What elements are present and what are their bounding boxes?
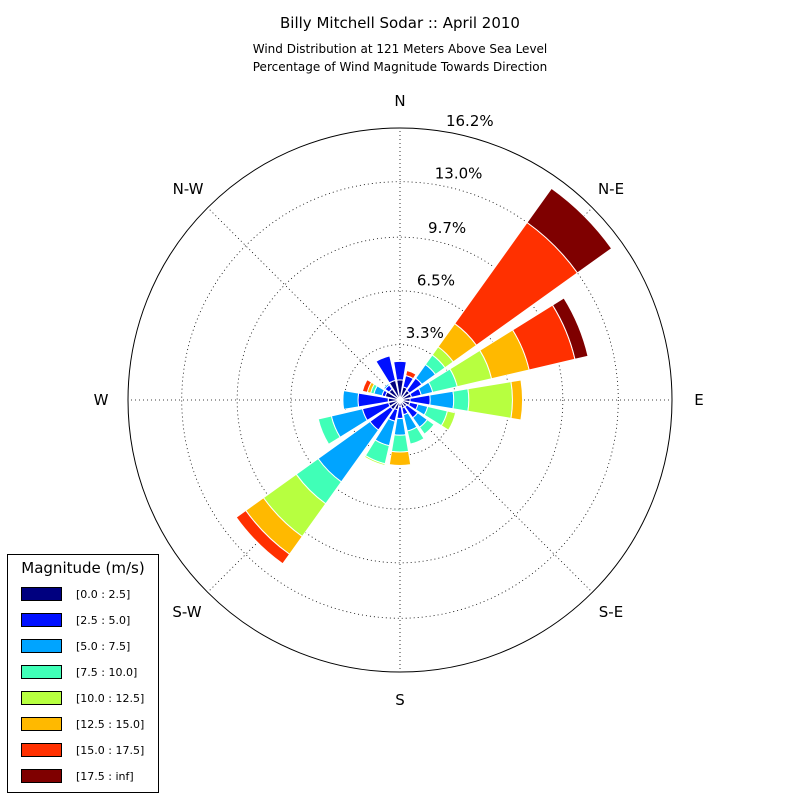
wedge-segment bbox=[418, 418, 435, 435]
grid-circle bbox=[236, 236, 564, 564]
legend-swatch bbox=[21, 613, 62, 627]
wedge-segment bbox=[429, 390, 455, 410]
legend-swatch bbox=[21, 665, 62, 679]
chart-subtitle-line-2: Percentage of Wind Magnitude Towards Dir… bbox=[253, 60, 547, 74]
wedge-segment bbox=[406, 426, 425, 445]
wedge-segment bbox=[363, 454, 386, 467]
legend-entry-label: [2.5 : 5.0] bbox=[76, 614, 130, 627]
chart-title: Billy Mitchell Sodar :: April 2010 bbox=[280, 14, 520, 32]
direction-label: S bbox=[395, 691, 405, 709]
radial-tick-label: 3.3% bbox=[406, 324, 444, 342]
wedge-segment bbox=[452, 388, 470, 412]
wedge-segment bbox=[390, 434, 410, 453]
wedge-segment bbox=[440, 410, 457, 431]
grid-circle bbox=[127, 127, 673, 673]
wedge-segment bbox=[388, 450, 412, 466]
wedge-segment bbox=[317, 415, 341, 446]
wedge-segment bbox=[342, 390, 360, 410]
wedge-segment bbox=[551, 297, 589, 360]
legend-entry-label: [7.5 : 10.0] bbox=[76, 666, 137, 679]
legend-entry-label: [12.5 : 15.0] bbox=[76, 718, 144, 731]
radial-tick-label: 6.5% bbox=[417, 271, 455, 289]
direction-label: S-W bbox=[172, 603, 201, 621]
legend: Magnitude (m/s) [0.0 : 2.5] [2.5 : 5.0] [5.… bbox=[7, 554, 159, 793]
polar-plot-area: 3.3% 6.5% 9.7% 13.0% 16.2% N N-E E S-E S S-W W N-W bbox=[94, 92, 704, 709]
wedge-segment bbox=[235, 509, 291, 565]
wedge-segment bbox=[375, 355, 397, 384]
legend-swatch bbox=[21, 717, 62, 731]
radial-tick-label: 16.2% bbox=[446, 112, 494, 130]
chart-subtitle-line-1: Wind Distribution at 121 Meters Above Se… bbox=[253, 42, 548, 56]
legend-swatch bbox=[21, 769, 62, 783]
radial-tick-label: 9.7% bbox=[428, 219, 466, 237]
legend-entry-label: [15.0 : 17.5] bbox=[76, 744, 144, 757]
direction-label: E bbox=[694, 391, 703, 409]
direction-label: N-W bbox=[173, 180, 204, 198]
wedge-segment bbox=[526, 187, 613, 274]
wedge-segment bbox=[361, 378, 373, 393]
wedge-segment bbox=[405, 369, 417, 380]
wedge-segment bbox=[510, 379, 524, 421]
grid-spoke bbox=[207, 207, 401, 401]
legend-entry-label: [17.5 : inf] bbox=[76, 770, 134, 783]
wedge-segment bbox=[382, 382, 390, 390]
legend-swatch bbox=[21, 587, 62, 601]
legend-entry-label: [5.0 : 7.5] bbox=[76, 640, 130, 653]
legend-swatch bbox=[21, 639, 62, 653]
legend-swatch bbox=[21, 743, 62, 757]
wedge-segment bbox=[467, 381, 513, 419]
legend-swatch bbox=[21, 691, 62, 705]
legend-entry-label: [0.0 : 2.5] bbox=[76, 588, 130, 601]
grid-circle bbox=[181, 181, 619, 619]
legend-title: Magnitude (m/s) bbox=[21, 559, 144, 577]
wedge-segment bbox=[393, 360, 407, 381]
legend-entry-label: [10.0 : 12.5] bbox=[76, 692, 144, 705]
direction-label: N-E bbox=[598, 180, 624, 198]
direction-label: N bbox=[394, 92, 405, 110]
direction-label: S-E bbox=[599, 603, 623, 621]
direction-label: W bbox=[94, 391, 109, 409]
radial-tick-label: 13.0% bbox=[435, 165, 483, 183]
wedge-segment bbox=[393, 417, 407, 436]
